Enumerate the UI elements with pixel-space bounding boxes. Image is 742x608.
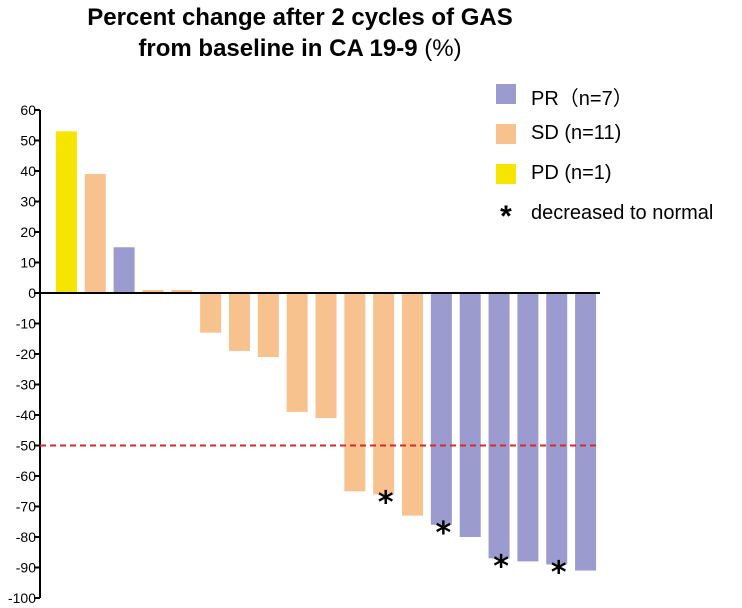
- y-tick-label: -90: [16, 560, 36, 576]
- bar-sd: [373, 293, 395, 495]
- y-tick-label: -70: [16, 499, 36, 515]
- legend-label-pd: PD (n=1): [531, 162, 612, 184]
- y-axis: 60 50 40 30 20 10 0 -10 -20 -30 -40 -50 -60 -70 -80 -90…: [8, 102, 41, 606]
- bar-sd: [171, 289, 193, 293]
- chart-title: Percent change after 2 cycles of GAS fro…: [0, 2, 600, 64]
- y-tick-label: -100: [8, 590, 36, 606]
- bar-pr: [575, 293, 597, 571]
- decreased-to-normal-marker: *: [493, 549, 509, 584]
- chart-title-line2-text: from baseline in CA 19-9: [138, 35, 418, 62]
- markers-group: * * * *: [378, 485, 567, 590]
- y-tick-label: -40: [16, 407, 36, 423]
- y-tick-label: -60: [16, 468, 36, 484]
- y-tick-label: 30: [20, 194, 36, 210]
- bar-sd: [200, 293, 222, 333]
- decreased-to-normal-marker: *: [378, 485, 394, 520]
- y-tick-label: 40: [20, 163, 36, 179]
- bar-sd: [402, 293, 424, 516]
- legend-swatch-pr: [496, 84, 516, 104]
- decreased-to-normal-marker: *: [551, 555, 567, 590]
- bar-sd: [315, 293, 337, 419]
- bar-sd: [257, 293, 279, 358]
- y-tick-label: -50: [16, 438, 36, 454]
- bar-sd: [228, 293, 250, 351]
- legend-label-marker: decreased to normal: [531, 202, 714, 224]
- y-tick-label: -30: [16, 377, 36, 393]
- bar-sd: [344, 293, 366, 492]
- decreased-to-normal-marker: *: [436, 516, 452, 551]
- bar-sd: [286, 293, 308, 412]
- chart-title-unit: (%): [424, 35, 462, 62]
- legend-swatch-sd: [496, 124, 516, 144]
- chart-title-line1: Percent change after 2 cycles of GAS: [87, 4, 513, 31]
- legend-label-pr: PR（n=7）: [531, 88, 633, 110]
- asterisk-icon: *: [500, 200, 512, 233]
- y-tick-label: 20: [20, 224, 36, 240]
- y-tick-label: -20: [16, 346, 36, 362]
- bar-pr: [517, 293, 539, 562]
- bar-pr: [430, 293, 452, 525]
- bar-sd: [84, 174, 106, 293]
- bar-pr: [546, 293, 568, 565]
- y-tick-label: 60: [20, 102, 36, 118]
- legend-label-sd: SD (n=11): [531, 122, 622, 144]
- chart-title-line2: from baseline in CA 19-9 (%): [0, 33, 600, 64]
- y-tick-label: -80: [16, 529, 36, 545]
- bar-pd: [55, 131, 77, 293]
- bar-pr: [113, 247, 135, 293]
- y-tick-label: -10: [16, 316, 36, 332]
- y-tick-label: 10: [20, 255, 36, 271]
- bar-sd: [142, 289, 164, 293]
- bars-group: [55, 131, 597, 571]
- legend-swatch-pd: [496, 164, 516, 184]
- y-tick-label: 0: [28, 285, 36, 301]
- y-tick-label: 50: [20, 133, 36, 149]
- bar-pr: [488, 293, 510, 559]
- bar-pr: [459, 293, 481, 537]
